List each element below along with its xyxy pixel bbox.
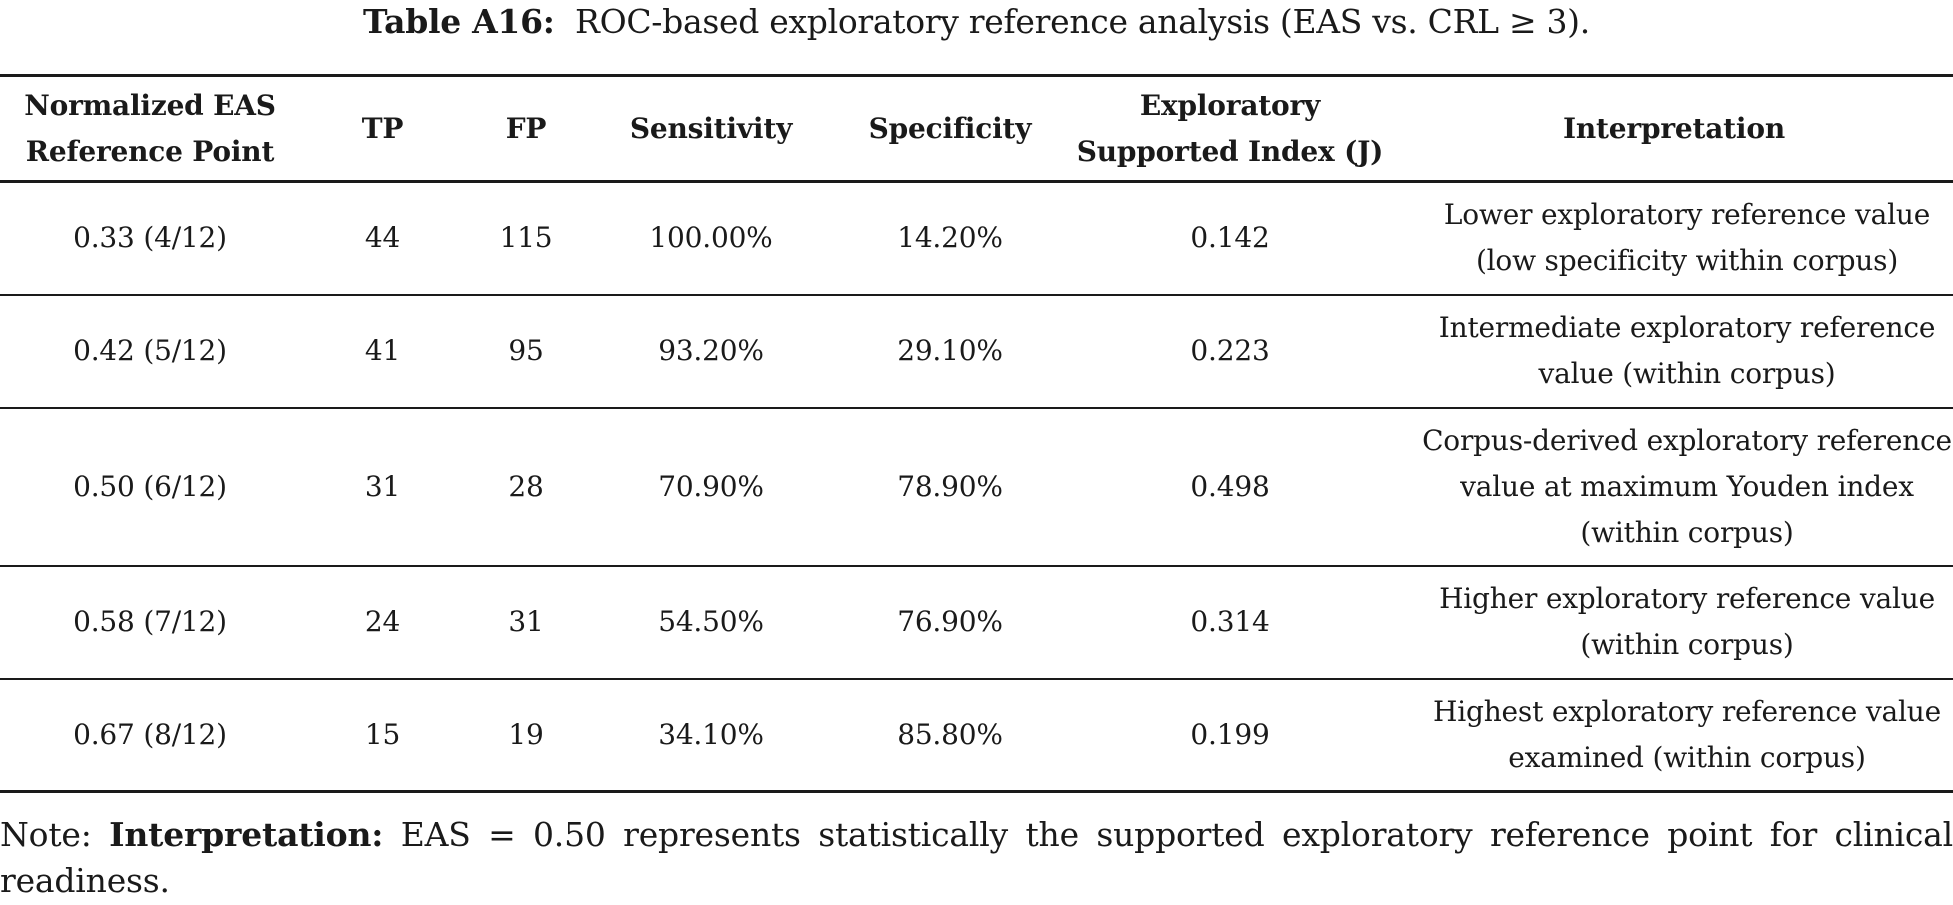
cell-reference-point: 0.67 (8/12)	[0, 678, 300, 793]
cell-supported-index: 0.223	[1065, 294, 1395, 409]
cell-sensitivity: 100.00%	[587, 181, 835, 296]
cell-reference-point: 0.33 (4/12)	[0, 181, 300, 296]
cell-interpretation: Highest exploratory reference value exam…	[1395, 678, 1953, 793]
cell-fp: 31	[465, 565, 587, 680]
cell-specificity: 14.20%	[835, 181, 1065, 296]
roc-analysis-table: Normalized EAS Reference Point TP FP Sen…	[0, 74, 1953, 793]
table-note: Note: Interpretation: EAS = 0.50 represe…	[0, 812, 1953, 904]
cell-reference-point: 0.58 (7/12)	[0, 565, 300, 680]
cell-interpretation: Higher exploratory reference value (with…	[1395, 565, 1953, 680]
cell-sensitivity: 93.20%	[587, 294, 835, 409]
cell-tp: 41	[300, 294, 465, 409]
cell-interpretation: Intermediate exploratory reference value…	[1395, 294, 1953, 409]
cell-reference-point: 0.50 (6/12)	[0, 407, 300, 567]
cell-interpretation: Lower exploratory reference value (low s…	[1395, 181, 1953, 296]
header-supported-index: Exploratory Supported Index (J)	[1065, 74, 1395, 183]
cell-specificity: 78.90%	[835, 407, 1065, 567]
cell-fp: 28	[465, 407, 587, 567]
cell-interpretation: Corpus-derived exploratory reference val…	[1395, 407, 1953, 567]
table-caption: Table A16: ROC-based exploratory referen…	[0, 0, 1953, 44]
table-label: Table A16:	[363, 2, 555, 41]
cell-supported-index: 0.142	[1065, 181, 1395, 296]
cell-reference-point: 0.42 (5/12)	[0, 294, 300, 409]
table-row: 0.50 (6/12) 31 28 70.90% 78.90% 0.498 Co…	[0, 407, 1953, 567]
note-label: Interpretation:	[109, 815, 384, 854]
note-prefix: Note:	[0, 815, 92, 854]
cell-tp: 15	[300, 678, 465, 793]
cell-sensitivity: 34.10%	[587, 678, 835, 793]
cell-supported-index: 0.199	[1065, 678, 1395, 793]
cell-sensitivity: 70.90%	[587, 407, 835, 567]
table-row: 0.42 (5/12) 41 95 93.20% 29.10% 0.223 In…	[0, 294, 1953, 409]
header-sensitivity: Sensitivity	[587, 74, 835, 183]
table-row: 0.67 (8/12) 15 19 34.10% 85.80% 0.199 Hi…	[0, 678, 1953, 793]
cell-specificity: 76.90%	[835, 565, 1065, 680]
table-title: ROC-based exploratory reference analysis…	[575, 2, 1590, 41]
header-tp: TP	[300, 74, 465, 183]
table-header-row: Normalized EAS Reference Point TP FP Sen…	[0, 74, 1953, 183]
cell-tp: 44	[300, 181, 465, 296]
table-row: 0.33 (4/12) 44 115 100.00% 14.20% 0.142 …	[0, 181, 1953, 296]
cell-fp: 95	[465, 294, 587, 409]
table-row: 0.58 (7/12) 24 31 54.50% 76.90% 0.314 Hi…	[0, 565, 1953, 680]
cell-fp: 19	[465, 678, 587, 793]
cell-specificity: 85.80%	[835, 678, 1065, 793]
cell-specificity: 29.10%	[835, 294, 1065, 409]
cell-supported-index: 0.498	[1065, 407, 1395, 567]
cell-supported-index: 0.314	[1065, 565, 1395, 680]
header-fp: FP	[465, 74, 587, 183]
cell-tp: 31	[300, 407, 465, 567]
cell-fp: 115	[465, 181, 587, 296]
cell-sensitivity: 54.50%	[587, 565, 835, 680]
header-interpretation: Interpretation	[1395, 74, 1953, 183]
header-specificity: Specificity	[835, 74, 1065, 183]
header-reference-point: Normalized EAS Reference Point	[0, 74, 300, 183]
note-text: EAS = 0.50 represents statistically the …	[0, 815, 1953, 900]
cell-tp: 24	[300, 565, 465, 680]
